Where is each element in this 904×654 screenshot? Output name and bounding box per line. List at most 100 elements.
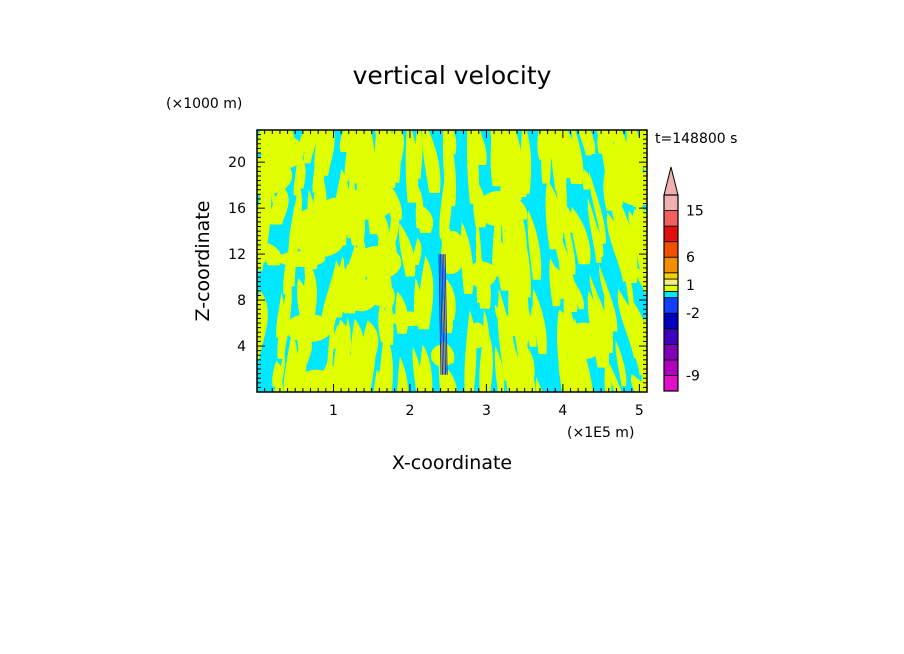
field-region	[265, 243, 282, 266]
field-region	[257, 386, 258, 392]
y-tick-label: 12	[228, 247, 246, 263]
field-region	[550, 264, 573, 299]
field-patch	[285, 313, 332, 343]
field-region	[258, 232, 268, 271]
field-region	[521, 295, 532, 336]
field-region	[609, 364, 622, 392]
field-patch	[467, 261, 497, 288]
field-region	[293, 170, 300, 196]
y-axis-units: (×1000 m)	[166, 96, 242, 112]
colorbar-segment	[663, 312, 679, 330]
field-region	[202, 402, 219, 466]
field-region	[405, 130, 419, 203]
field-region	[270, 189, 279, 210]
field-region	[679, 322, 702, 403]
field-region	[263, 394, 274, 422]
x-tick-label: 4	[558, 403, 567, 419]
colorbar-segment	[663, 343, 679, 361]
field-region	[412, 237, 422, 266]
field-patch	[355, 245, 402, 280]
colorbar-segment	[663, 241, 679, 258]
field-region	[221, 361, 237, 431]
field-region	[303, 130, 318, 164]
field-region	[490, 130, 507, 200]
field-core-line	[444, 254, 448, 375]
chart-title: vertical velocity	[353, 61, 552, 90]
field-region	[594, 394, 615, 425]
velocity-field	[202, 130, 702, 466]
field-region	[508, 350, 517, 392]
field-region	[312, 130, 326, 193]
field-region	[398, 223, 416, 277]
field-region	[389, 130, 404, 164]
field-region	[417, 255, 434, 330]
field-region	[545, 179, 564, 250]
field-patch	[389, 311, 428, 327]
field-region	[641, 371, 647, 392]
colorbar-segment	[663, 328, 679, 345]
field-region	[599, 264, 618, 332]
field-region	[596, 130, 626, 179]
colorbar-segment	[663, 225, 679, 243]
x-axis-units: (×1E5 m)	[567, 425, 634, 441]
field-region	[585, 130, 596, 154]
colorbar-segment	[663, 194, 679, 211]
field-region	[276, 292, 284, 338]
field-region	[374, 130, 386, 188]
colorbar-label: -9	[686, 368, 700, 384]
field-region	[415, 185, 424, 229]
field-region	[666, 393, 686, 437]
field-region	[319, 130, 335, 176]
field-core-line	[443, 254, 447, 375]
colorbar-segment	[663, 278, 679, 286]
field-region	[524, 362, 532, 392]
field-patch	[441, 230, 465, 274]
field-region	[537, 130, 554, 160]
plot-frame	[256, 129, 648, 393]
plot-area	[202, 130, 702, 466]
colorbar-label: -2	[686, 306, 700, 322]
x-tick-label: 3	[482, 403, 491, 419]
colorbar-segment	[663, 291, 679, 299]
field-region	[645, 271, 647, 287]
field-patch	[567, 352, 585, 388]
field-region	[589, 274, 611, 342]
field-patch	[468, 322, 487, 349]
field-region	[578, 130, 592, 156]
field-region	[614, 191, 638, 273]
colorbar-segment	[663, 359, 679, 376]
field-patch	[344, 279, 378, 312]
colorbar-label: 6	[686, 250, 695, 266]
y-axis-label: Z-coordinate	[192, 201, 214, 322]
field-region	[443, 278, 456, 320]
field-region	[346, 386, 350, 392]
field-core-line	[441, 254, 445, 375]
field-region	[587, 197, 602, 263]
y-tick-label: 16	[228, 201, 246, 217]
field-region	[412, 346, 423, 392]
field-region	[535, 377, 543, 392]
y-tick-label: 4	[237, 339, 246, 355]
field-region	[582, 169, 591, 190]
field-patch	[504, 221, 525, 262]
x-axis: 1 2 3 4 5	[264, 130, 648, 419]
field-region	[507, 130, 522, 168]
field-region	[384, 179, 403, 220]
colorbar-segment	[663, 210, 679, 227]
colorbar-segment	[663, 272, 679, 280]
field-core-line	[440, 254, 444, 375]
colorbar-segment	[663, 375, 679, 392]
field-patch	[615, 171, 647, 206]
field-region	[269, 184, 289, 225]
field-region	[233, 354, 244, 381]
field-region	[570, 206, 591, 265]
field-patch	[316, 197, 355, 239]
field-region	[588, 170, 606, 244]
field-region	[217, 328, 234, 388]
field-patch	[562, 322, 605, 360]
field-region	[302, 130, 308, 152]
field-region	[442, 130, 456, 207]
time-label: t=148800 s	[655, 131, 737, 147]
y-axis: 4 8 12 16 20	[228, 129, 647, 388]
